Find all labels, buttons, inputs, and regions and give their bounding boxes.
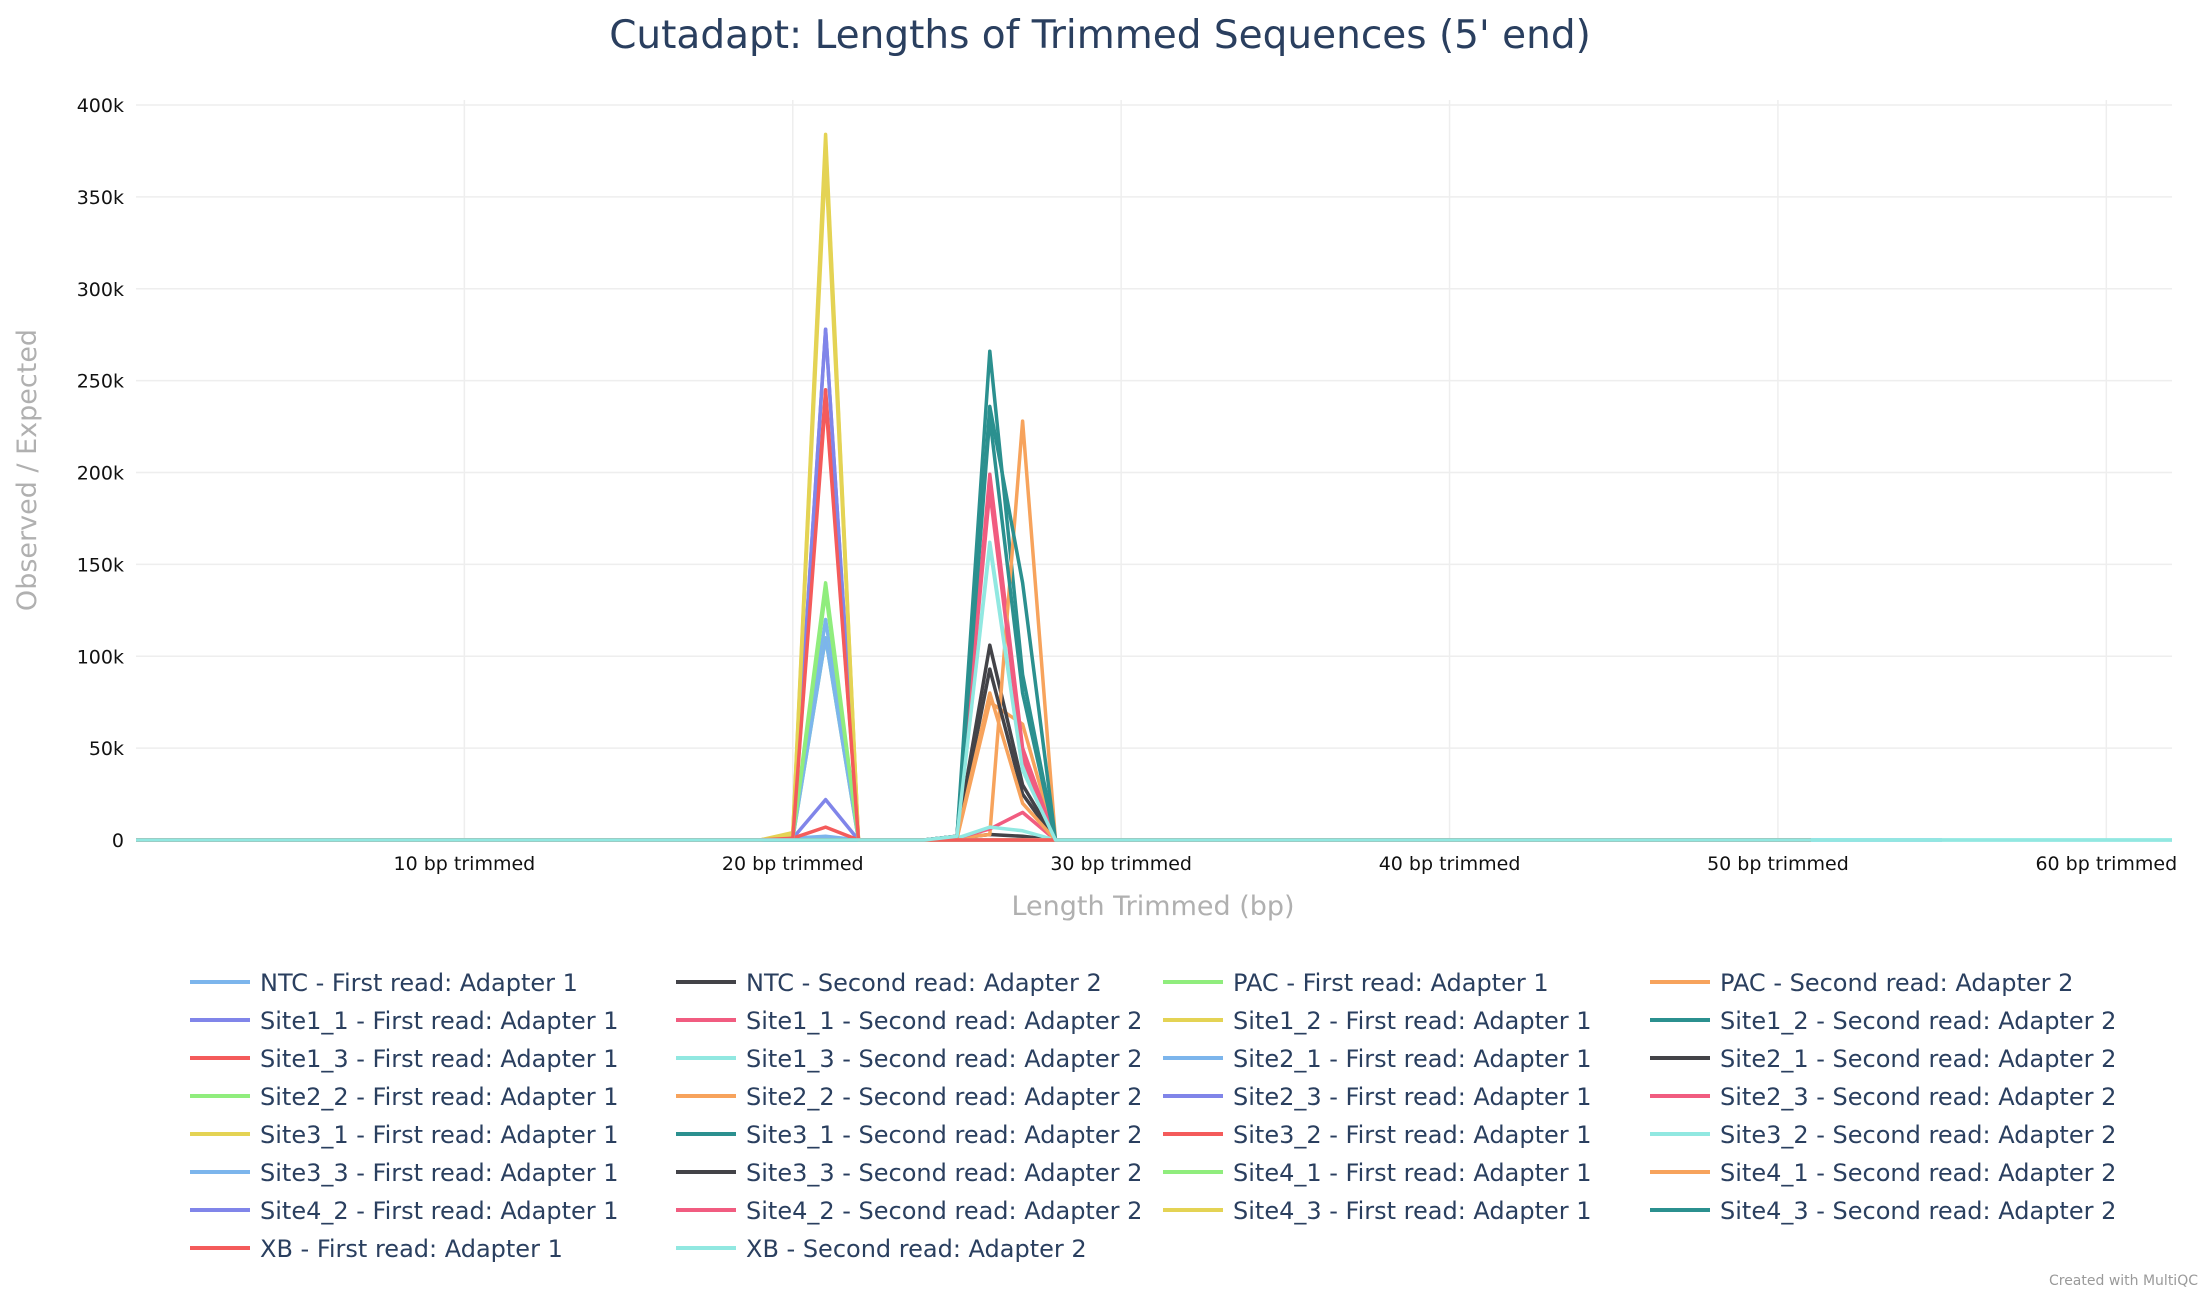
x-tick-label: 40 bp trimmed [1379,853,1521,875]
legend-label: Site1_1 - Second read: Adapter 2 [746,1007,1142,1035]
series-line[interactable] [136,489,1811,842]
legend-item[interactable]: Site2_2 - First read: Adapter 1 [190,1083,619,1111]
legend-item[interactable]: Site2_3 - First read: Adapter 1 [1163,1083,1592,1111]
legend-item[interactable]: XB - Second read: Adapter 2 [676,1235,1087,1263]
legend-label: Site2_2 - First read: Adapter 1 [260,1083,619,1111]
legend-item[interactable]: Site3_3 - Second read: Adapter 2 [676,1159,1142,1187]
legend-label: Site3_3 - First read: Adapter 1 [260,1159,619,1187]
y-tick-label: 0 [112,830,124,852]
x-tick-label: 20 bp trimmed [722,853,864,875]
legend-item[interactable]: Site1_1 - Second read: Adapter 2 [676,1007,1142,1035]
legend-label: Site1_2 - First read: Adapter 1 [1233,1007,1592,1035]
series-line[interactable] [136,825,2172,842]
x-tick-label: 60 bp trimmed [2035,853,2177,875]
legend-item[interactable]: Site2_3 - Second read: Adapter 2 [1650,1083,2116,1111]
legend-label: NTC - Second read: Adapter 2 [746,969,1102,997]
credit-text: Created with MultiQC [2049,1273,2198,1289]
legend-item[interactable]: Site4_2 - Second read: Adapter 2 [676,1197,1142,1225]
legend-label: Site2_1 - First read: Adapter 1 [1233,1045,1592,1073]
legend-item[interactable]: Site1_2 - First read: Adapter 1 [1163,1007,1592,1035]
legend-item[interactable]: Site3_3 - First read: Adapter 1 [190,1159,619,1187]
legend-label: Site2_2 - Second read: Adapter 2 [746,1083,1142,1111]
y-axis-title: Observed / Expected [12,329,43,611]
legend: NTC - First read: Adapter 1 NTC - Second … [190,969,2116,1263]
y-tick-label: 250k [77,371,124,393]
legend-label: Site4_2 - Second read: Adapter 2 [746,1197,1142,1225]
legend-item[interactable]: Site4_3 - First read: Adapter 1 [1163,1197,1592,1225]
legend-label: Site3_2 - Second read: Adapter 2 [1720,1121,2116,1149]
legend-item[interactable]: Site3_1 - First read: Adapter 1 [190,1121,619,1149]
legend-label: Site3_1 - First read: Adapter 1 [260,1121,619,1149]
y-tick-label: 300k [77,279,124,301]
legend-item[interactable]: Site1_3 - First read: Adapter 1 [190,1045,619,1073]
legend-item[interactable]: Site2_1 - First read: Adapter 1 [1163,1045,1592,1073]
y-tick-label: 150k [77,554,124,576]
legend-item[interactable]: Site1_2 - Second read: Adapter 2 [1650,1007,2116,1035]
legend-label: Site4_1 - Second read: Adapter 2 [1720,1159,2116,1187]
legend-label: XB - Second read: Adapter 2 [746,1235,1087,1263]
series-line[interactable] [136,691,1811,842]
x-axis-title: Length Trimmed (bp) [1011,891,1294,922]
legend-label: Site2_3 - Second read: Adapter 2 [1720,1083,2116,1111]
legend-item[interactable]: Site1_1 - First read: Adapter 1 [190,1007,619,1035]
legend-label: Site3_1 - Second read: Adapter 2 [746,1121,1142,1149]
y-tick-label: 200k [77,463,124,485]
legend-item[interactable]: XB - First read: Adapter 1 [190,1235,563,1263]
y-tick-label: 100k [77,646,124,668]
legend-label: PAC - First read: Adapter 1 [1233,969,1549,997]
legend-item[interactable]: Site4_1 - First read: Adapter 1 [1163,1159,1592,1187]
legend-item[interactable]: PAC - Second read: Adapter 2 [1650,969,2073,997]
legend-item[interactable]: Site3_2 - Second read: Adapter 2 [1650,1121,2116,1149]
legend-label: Site3_3 - Second read: Adapter 2 [746,1159,1142,1187]
legend-item[interactable]: PAC - First read: Adapter 1 [1163,969,1549,997]
legend-label: Site1_3 - First read: Adapter 1 [260,1045,619,1073]
legend-label: Site1_2 - Second read: Adapter 2 [1720,1007,2116,1035]
legend-label: XB - First read: Adapter 1 [260,1235,563,1263]
legend-item[interactable]: NTC - First read: Adapter 1 [190,969,578,997]
legend-item[interactable]: Site3_1 - Second read: Adapter 2 [676,1121,1142,1149]
x-tick-label: 10 bp trimmed [394,853,536,875]
legend-label: Site2_1 - Second read: Adapter 2 [1720,1045,2116,1073]
plot-area [136,132,2172,842]
grid [136,100,2172,841]
legend-item[interactable]: Site1_3 - Second read: Adapter 2 [676,1045,1142,1073]
series-line[interactable] [136,544,2172,842]
legend-label: Site4_3 - Second read: Adapter 2 [1720,1197,2116,1225]
x-tick-label: 50 bp trimmed [1707,853,1849,875]
legend-label: Site4_2 - First read: Adapter 1 [260,1197,619,1225]
legend-label: Site4_3 - First read: Adapter 1 [1233,1197,1592,1225]
legend-item[interactable]: Site3_2 - First read: Adapter 1 [1163,1121,1592,1149]
legend-label: NTC - First read: Adapter 1 [260,969,578,997]
axis-ticks: 0 50k 100k 150k 200k 250k 300k 350k 400k 10 bp tr… [77,95,2177,875]
x-tick-label: 30 bp trimmed [1050,853,1192,875]
legend-label: Site1_3 - Second read: Adapter 2 [746,1045,1142,1073]
legend-label: Site1_1 - First read: Adapter 1 [260,1007,619,1035]
legend-label: Site3_2 - First read: Adapter 1 [1233,1121,1592,1149]
legend-label: PAC - Second read: Adapter 2 [1720,969,2073,997]
legend-item[interactable]: Site4_1 - Second read: Adapter 2 [1650,1159,2116,1187]
legend-item[interactable]: Site4_2 - First read: Adapter 1 [190,1197,619,1225]
legend-item[interactable]: Site4_3 - Second read: Adapter 2 [1650,1197,2116,1225]
y-tick-label: 50k [89,738,124,760]
chart-title: Cutadapt: Lengths of Trimmed Sequences (… [609,13,1591,58]
legend-label: Site2_3 - First read: Adapter 1 [1233,1083,1592,1111]
legend-item[interactable]: Site2_2 - Second read: Adapter 2 [676,1083,1142,1111]
y-tick-label: 400k [77,95,124,117]
y-tick-label: 350k [77,187,124,209]
legend-item[interactable]: NTC - Second read: Adapter 2 [676,969,1102,997]
legend-item[interactable]: Site2_1 - Second read: Adapter 2 [1650,1045,2116,1073]
legend-label: Site4_1 - First read: Adapter 1 [1233,1159,1592,1187]
